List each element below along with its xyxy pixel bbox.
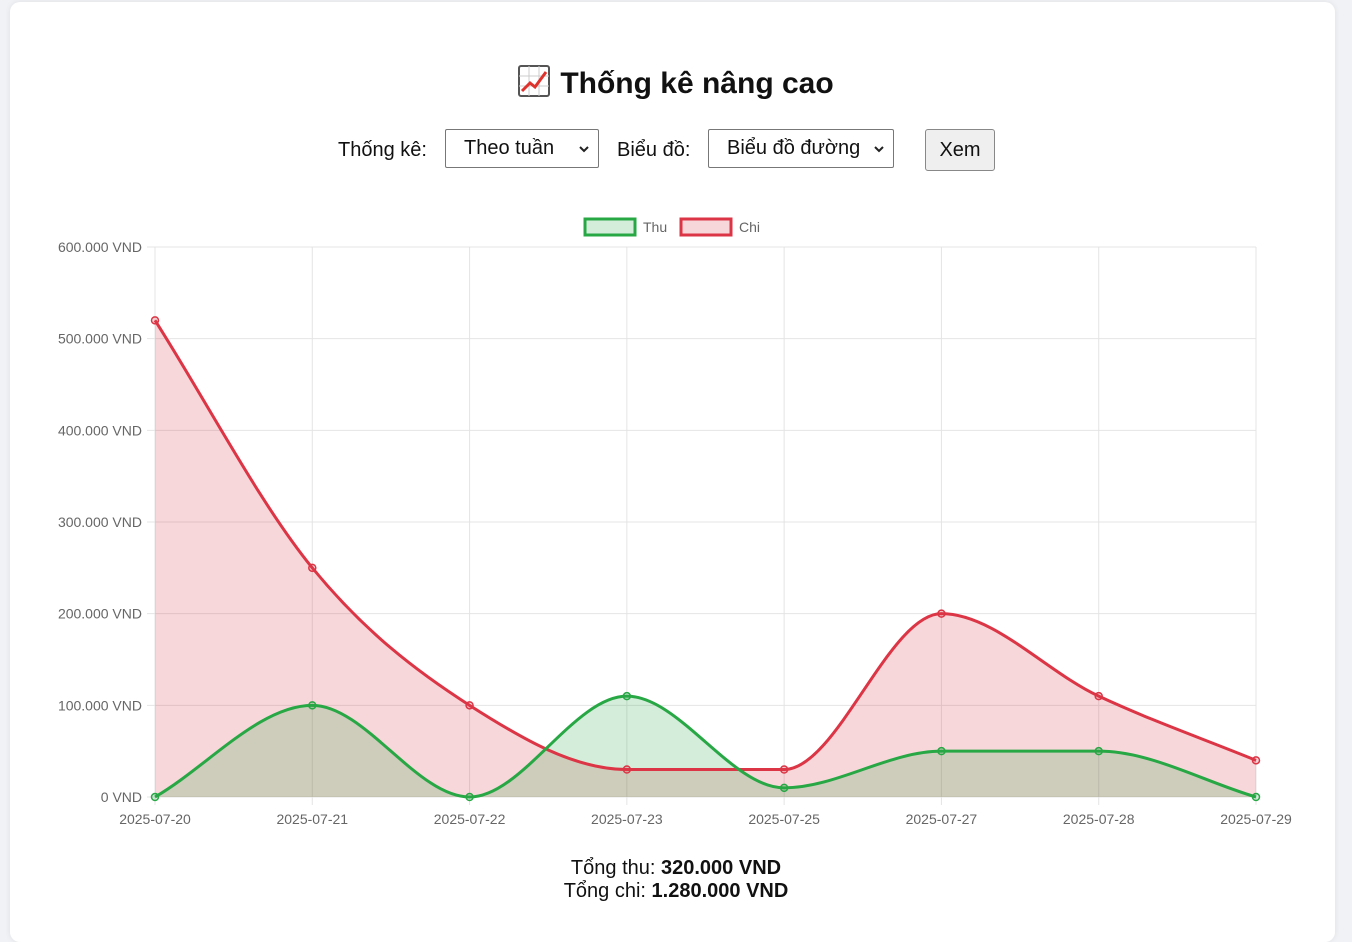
chart-type-value: Biểu đồ đường — [727, 137, 861, 159]
data-point-chi[interactable] — [1094, 691, 1103, 701]
total-expense-value: 1.280.000 VND — [651, 880, 789, 902]
legend-swatch — [679, 217, 733, 237]
y-tick-label: 400.000 VND — [58, 422, 142, 438]
y-tick-label: 0 VND — [101, 789, 142, 805]
data-point-thu[interactable] — [622, 691, 632, 701]
data-point-thu[interactable] — [465, 792, 474, 802]
total-expense: Tổng chi: 1.280.000 VND — [0, 880, 1352, 903]
x-axis-ticks: 2025-07-20 2025-07-21 2025-07-22 2025-07-23… — [119, 811, 1292, 827]
stat-type-value: Theo tuần — [464, 137, 555, 159]
data-point-chi[interactable] — [1251, 756, 1261, 765]
data-point-chi[interactable] — [779, 765, 789, 774]
y-tick-label: 200.000 VND — [58, 606, 142, 622]
total-income-value: 320.000 VND — [661, 857, 782, 879]
legend-swatch — [583, 217, 637, 237]
data-point-chi[interactable] — [465, 701, 474, 710]
chart-grid — [147, 246, 1257, 805]
data-point-thu[interactable] — [1251, 792, 1261, 802]
x-tick-label: 2025-07-27 — [906, 811, 978, 827]
x-tick-label: 2025-07-20 — [119, 811, 191, 827]
data-point-chi[interactable] — [150, 316, 160, 325]
y-axis-ticks: 0 VND 100.000 VND 200.000 VND 300.000 VND 40… — [58, 239, 142, 805]
data-point-chi[interactable] — [308, 563, 317, 573]
legend-label: Chi — [739, 219, 760, 235]
data-point-thu[interactable] — [779, 783, 789, 793]
y-tick-label: 500.000 VND — [58, 331, 142, 347]
data-point-thu[interactable] — [150, 792, 160, 802]
series-line-thu — [154, 694, 1257, 799]
chart-legend[interactable]: Thu Chi — [583, 217, 760, 237]
series-area-chi — [155, 320, 1256, 797]
chevron-down-icon — [579, 146, 589, 153]
y-tick-label: 600.000 VND — [58, 239, 142, 255]
x-tick-label: 2025-07-29 — [1220, 811, 1292, 827]
data-point-chi[interactable] — [622, 765, 632, 774]
legend-label: Thu — [643, 219, 667, 235]
data-point-chi[interactable] — [937, 609, 946, 618]
x-tick-label: 2025-07-23 — [591, 811, 663, 827]
stat-type-select[interactable]: Theo tuần — [445, 129, 599, 168]
legend-item-chi[interactable]: Chi — [679, 217, 760, 237]
x-tick-label: 2025-07-25 — [748, 811, 820, 827]
x-tick-label: 2025-07-22 — [434, 811, 506, 827]
y-tick-label: 100.000 VND — [58, 697, 142, 713]
chart-type-label: Biểu đồ: — [617, 139, 691, 161]
total-income: Tổng thu: 320.000 VND — [0, 857, 1352, 880]
total-expense-label: Tổng chi: — [563, 880, 646, 902]
series-area-thu — [155, 696, 1256, 797]
page-title-text: Thống kê nâng cao — [560, 67, 834, 100]
line-chart: 0 VND 100.000 VND 200.000 VND 300.000 VND 40… — [58, 217, 1292, 827]
chart-lines — [153, 319, 1257, 799]
data-point-thu[interactable] — [937, 746, 946, 756]
chart-fills — [155, 320, 1256, 797]
filter-controls: Thống kê: Theo tuần Biểu đồ: Biểu đồ đườ… — [0, 129, 1352, 171]
chart-points — [150, 316, 1261, 802]
chart-increasing-icon — [518, 65, 551, 97]
chevron-down-icon — [874, 146, 884, 153]
data-point-thu[interactable] — [1094, 746, 1103, 756]
view-button[interactable]: Xem — [925, 129, 995, 171]
page-title: Thống kê nâng cao — [0, 64, 1352, 104]
y-tick-label: 300.000 VND — [58, 514, 142, 530]
chart-type-select[interactable]: Biểu đồ đường — [708, 129, 894, 168]
x-tick-label: 2025-07-21 — [276, 811, 348, 827]
data-point-thu[interactable] — [308, 701, 317, 710]
totals-summary: Tổng thu: 320.000 VND Tổng chi: 1.280.00… — [0, 857, 1352, 903]
legend-item-thu[interactable]: Thu — [583, 217, 667, 237]
series-line-chi — [153, 319, 1257, 772]
x-tick-label: 2025-07-28 — [1063, 811, 1135, 827]
stat-type-label: Thống kê: — [338, 139, 427, 161]
content-card — [10, 2, 1335, 942]
total-income-label: Tổng thu: — [570, 857, 656, 879]
